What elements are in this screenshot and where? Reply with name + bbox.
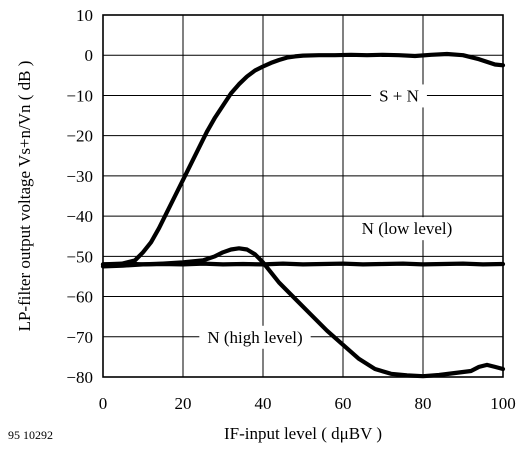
x-tick-label: 100 [490,394,516,413]
x-tick-label: 80 [415,394,432,413]
x-tick-label: 20 [175,394,192,413]
series-line-n-high-level [100,246,506,379]
y-tick-label: 10 [76,6,93,25]
figure-id: 95 10292 [8,428,53,442]
x-tick-label: 0 [99,394,108,413]
x-tick-label: 60 [335,394,352,413]
y-tick-label: −30 [66,167,93,186]
annotation-background [353,217,461,241]
y-tick-label: −40 [66,207,93,226]
annotation-label: N (low level) [362,219,453,238]
annotation-background [199,325,311,349]
annotation-background [371,84,427,108]
y-tick-label: −50 [66,247,93,266]
annotation: N (low level) [353,217,461,241]
series-layer [100,51,506,379]
y-tick-label: −80 [66,368,93,387]
annotation-label: S + N [379,86,419,105]
y-axis-title: LP-filter output voltage Vs+n/Vn ( dB ) [15,61,34,332]
series-line-s-n [100,51,506,267]
y-tick-label: −10 [66,86,93,105]
annotation-layer: S + N N (low level) N (high level) [199,84,461,349]
y-tick-label: −20 [66,127,93,146]
grid-layer [102,14,504,378]
x-tick-label: 40 [255,394,272,413]
y-tick-label: −70 [66,328,93,347]
x-axis-title: IF-input level ( dμBV ) [224,424,382,443]
annotation-label: N (high level) [207,328,302,347]
y-tick-label: 0 [85,46,94,65]
annotation: N (high level) [199,325,311,349]
y-tick-label: −60 [66,288,93,307]
plot-frame [102,14,504,378]
annotation: S + N [371,84,427,108]
